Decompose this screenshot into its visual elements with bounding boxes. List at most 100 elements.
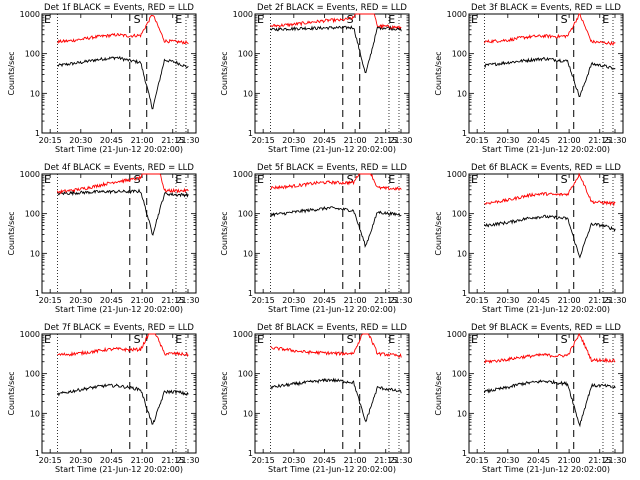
series-line <box>484 172 616 207</box>
x-axis-label: Start Time (21-Jun-12 20:02:00) <box>55 305 183 314</box>
series-line <box>57 14 189 45</box>
series-line <box>57 333 189 357</box>
x-tick-label: 21:15 <box>161 296 184 305</box>
y-tick-label: 1000 <box>447 170 467 179</box>
x-axis-label: Start Time (21-Jun-12 20:02:00) <box>268 305 396 314</box>
x-tick-label: 21:30 <box>389 296 412 305</box>
x-tick-label: 20:30 <box>282 136 305 145</box>
y-tick-label: 100 <box>238 50 253 59</box>
plot-frame <box>254 333 410 454</box>
x-tick-label: 20:30 <box>69 456 92 465</box>
y-tick-label: 1000 <box>20 10 40 19</box>
marker-label: E <box>471 13 478 26</box>
chart-panel: Det 4f BLACK = Events, RED = LLD 1 10 100 10… <box>7 163 200 314</box>
x-tick-label: 20:30 <box>282 296 305 305</box>
x-tick-label: 21:15 <box>161 456 184 465</box>
series-line <box>484 56 616 98</box>
marker-label: S <box>561 333 568 346</box>
series-line <box>57 188 189 236</box>
y-axis-label: Counts/sec <box>434 51 443 95</box>
x-tick-label: 21:30 <box>603 136 626 145</box>
y-tick-label: 1 <box>462 129 467 138</box>
y-tick-label: 10 <box>457 409 467 418</box>
x-axis-label: Start Time (21-Jun-12 20:02:00) <box>268 145 396 154</box>
x-tick-label: 21:00 <box>558 456 581 465</box>
chart-title: Det 7f BLACK = Events, RED = LLD <box>44 323 194 333</box>
marker-label: S <box>134 173 141 186</box>
x-tick-label: 21:30 <box>389 456 412 465</box>
marker-label: E <box>44 333 51 346</box>
marker-label: E <box>44 13 51 26</box>
y-tick-label: 10 <box>457 89 467 98</box>
x-tick-label: 21:30 <box>389 136 412 145</box>
x-tick-label: 20:15 <box>39 456 62 465</box>
y-axis-label: Counts/sec <box>220 211 229 255</box>
y-tick-label: 1 <box>462 449 467 458</box>
plot-frame <box>41 173 197 294</box>
y-tick-label: 1 <box>248 289 253 298</box>
x-tick-label: 20:15 <box>466 296 489 305</box>
chart-title: Det 2f BLACK = Events, RED = LLD <box>257 3 407 13</box>
marker-label: S <box>347 173 354 186</box>
y-tick-label: 1000 <box>233 330 253 339</box>
x-tick-label: 21:30 <box>603 296 626 305</box>
y-tick-label: 1 <box>462 289 467 298</box>
marker-label: E <box>471 333 478 346</box>
x-tick-label: 20:45 <box>313 456 336 465</box>
y-tick-label: 10 <box>30 249 40 258</box>
chart-title: Det 6f BLACK = Events, RED = LLD <box>471 163 621 173</box>
series-line <box>483 13 616 46</box>
x-tick-label: 21:30 <box>176 456 199 465</box>
marker-label: E <box>257 333 264 346</box>
x-axis-label: Start Time (21-Jun-12 20:02:00) <box>482 305 610 314</box>
y-axis-label: Counts/sec <box>220 371 229 415</box>
y-tick-label: 100 <box>25 370 40 379</box>
plot-frame <box>468 13 624 134</box>
chart-title: Det 3f BLACK = Events, RED = LLD <box>471 3 621 13</box>
x-tick-label: 20:45 <box>100 456 123 465</box>
x-tick-label: 20:45 <box>527 296 550 305</box>
series-line <box>57 55 189 110</box>
x-axis-label: Start Time (21-Jun-12 20:02:00) <box>482 465 610 474</box>
x-tick-label: 20:30 <box>496 296 519 305</box>
marker-label: E <box>471 173 478 186</box>
y-axis-label: Counts/sec <box>7 371 16 415</box>
x-tick-label: 20:30 <box>282 456 305 465</box>
plot-frame <box>254 13 410 134</box>
x-tick-label: 21:15 <box>588 456 611 465</box>
x-tick-label: 21:15 <box>588 136 611 145</box>
y-tick-label: 1000 <box>233 10 253 19</box>
y-axis-label: Counts/sec <box>7 211 16 255</box>
marker-label: S <box>347 333 354 346</box>
x-axis-label: Start Time (21-Jun-12 20:02:00) <box>55 145 183 154</box>
marker-label: E <box>602 333 609 346</box>
marker-label: S <box>134 13 141 26</box>
x-tick-label: 20:30 <box>496 456 519 465</box>
x-tick-label: 21:00 <box>344 136 367 145</box>
chart-title: Det 9f BLACK = Events, RED = LLD <box>471 323 621 333</box>
y-tick-label: 1 <box>35 289 40 298</box>
x-tick-label: 20:45 <box>527 136 550 145</box>
y-tick-label: 100 <box>452 50 467 59</box>
plot-frame <box>41 333 197 454</box>
x-tick-label: 21:15 <box>588 296 611 305</box>
x-tick-label: 21:00 <box>558 296 581 305</box>
x-tick-label: 21:15 <box>161 136 184 145</box>
y-tick-label: 1000 <box>447 10 467 19</box>
chart-title: Det 4f BLACK = Events, RED = LLD <box>44 163 194 173</box>
chart-title: Det 5f BLACK = Events, RED = LLD <box>257 163 407 173</box>
marker-label: E <box>388 333 395 346</box>
y-axis-label: Counts/sec <box>434 211 443 255</box>
y-tick-label: 1 <box>35 129 40 138</box>
y-axis-label: Counts/sec <box>220 51 229 95</box>
chart-panel: Det 1f BLACK = Events, RED = LLD 1 10 100 10… <box>7 3 200 154</box>
x-tick-label: 21:15 <box>374 296 397 305</box>
y-tick-label: 1000 <box>233 170 253 179</box>
marker-label: E <box>388 173 395 186</box>
marker-label: E <box>175 333 182 346</box>
chart-panel: Det 5f BLACK = Events, RED = LLD 1 10 100 10… <box>220 163 413 314</box>
y-tick-label: 10 <box>457 249 467 258</box>
y-tick-label: 100 <box>25 50 40 59</box>
marker-label: E <box>44 173 51 186</box>
marker-label: S <box>561 173 568 186</box>
